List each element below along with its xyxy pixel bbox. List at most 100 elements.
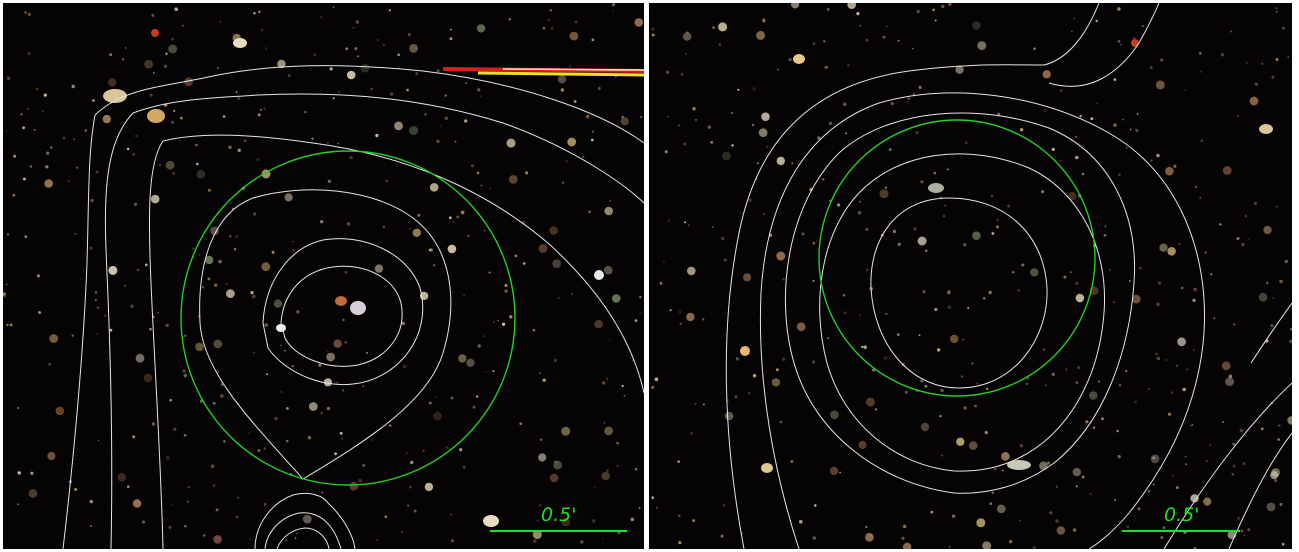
star — [718, 43, 721, 46]
star — [485, 370, 488, 373]
star — [694, 402, 697, 406]
star — [1147, 387, 1150, 390]
star — [565, 160, 568, 163]
star — [1178, 242, 1181, 246]
star — [897, 242, 901, 246]
star — [406, 88, 409, 92]
star — [327, 350, 329, 353]
star — [941, 4, 945, 9]
star — [736, 357, 740, 361]
star — [682, 32, 692, 41]
star — [692, 107, 696, 111]
star — [845, 132, 848, 135]
star — [724, 411, 734, 421]
star — [358, 478, 363, 483]
star — [214, 283, 218, 287]
star — [28, 489, 38, 498]
bright-galaxy — [350, 301, 366, 315]
star — [823, 40, 826, 43]
star — [1021, 263, 1025, 267]
star — [897, 333, 900, 336]
star — [947, 305, 952, 310]
star — [1203, 497, 1212, 506]
star — [1198, 52, 1202, 55]
star — [1118, 383, 1122, 387]
star — [1165, 166, 1174, 176]
star — [371, 439, 374, 441]
star — [997, 112, 1001, 116]
star — [1081, 172, 1085, 176]
star — [865, 228, 869, 231]
star — [45, 165, 49, 169]
star — [1167, 247, 1176, 256]
star — [1030, 268, 1039, 277]
star — [375, 133, 379, 138]
star — [1138, 266, 1142, 270]
star — [1185, 463, 1187, 466]
star — [277, 59, 286, 69]
star — [424, 482, 434, 492]
star — [982, 296, 986, 300]
star — [220, 394, 224, 398]
star — [963, 406, 967, 410]
contour-line-far-right — [1250, 302, 1292, 364]
star — [1141, 24, 1144, 28]
star — [1231, 472, 1235, 476]
star — [1184, 455, 1187, 458]
star — [163, 64, 168, 68]
contour-bottom-neighbor-mid — [264, 512, 342, 549]
star — [1019, 128, 1024, 132]
star — [405, 451, 409, 454]
star — [989, 502, 993, 506]
star — [47, 451, 56, 461]
star — [991, 491, 994, 494]
star — [415, 72, 418, 75]
star — [1117, 7, 1121, 11]
star — [1270, 324, 1274, 328]
bright-galaxy — [1131, 39, 1139, 47]
star — [286, 407, 289, 410]
star — [127, 485, 130, 488]
star — [432, 264, 436, 267]
star — [752, 374, 757, 378]
star — [684, 221, 687, 224]
star — [554, 358, 557, 362]
star — [261, 262, 271, 272]
star — [121, 58, 125, 61]
star — [295, 532, 299, 535]
star — [1239, 428, 1244, 433]
star — [847, 64, 850, 67]
star — [912, 47, 914, 50]
star — [1274, 478, 1278, 483]
star — [1009, 540, 1013, 544]
star — [812, 279, 815, 282]
star — [776, 156, 785, 166]
star — [183, 433, 187, 437]
star — [588, 210, 591, 213]
star — [549, 9, 552, 12]
star — [243, 139, 247, 142]
star — [504, 283, 508, 288]
star — [355, 20, 360, 24]
contour-line-right-edge — [1228, 432, 1292, 549]
star — [444, 116, 448, 121]
star — [166, 456, 170, 460]
star — [504, 289, 508, 293]
star — [616, 441, 620, 445]
contour-line-second — [104, 93, 644, 549]
star — [861, 345, 864, 349]
star — [417, 213, 421, 217]
star — [349, 155, 353, 160]
star — [606, 469, 609, 472]
star — [1289, 339, 1292, 343]
star — [1192, 298, 1196, 302]
star — [173, 109, 176, 112]
star — [552, 259, 562, 268]
star — [907, 97, 911, 100]
star — [237, 496, 240, 499]
star — [36, 274, 40, 278]
star — [334, 452, 337, 456]
star — [776, 251, 786, 261]
star — [225, 283, 228, 285]
star — [1222, 166, 1232, 175]
